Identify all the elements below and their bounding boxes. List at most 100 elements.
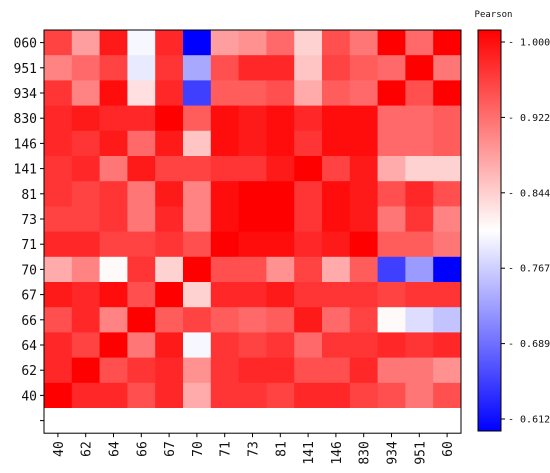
heatmap-cell	[127, 105, 156, 132]
heatmap-cell	[99, 30, 128, 56]
heatmap-cell	[99, 130, 128, 157]
heatmap-cell	[377, 30, 406, 56]
x-tick-label: 70	[191, 441, 206, 457]
heatmap-cell	[44, 307, 73, 333]
heatmap-cell	[266, 307, 295, 333]
heatmap-cell	[433, 80, 462, 106]
heatmap-cell	[210, 357, 239, 384]
heatmap-cell	[44, 332, 73, 358]
heatmap-cell	[377, 357, 406, 384]
x-tick-label: 67	[163, 441, 178, 457]
heatmap-cell	[155, 156, 184, 182]
heatmap-cell	[183, 332, 212, 358]
heatmap-cell	[127, 30, 156, 56]
heatmap-cell	[183, 80, 212, 106]
heatmap-cell	[405, 307, 434, 333]
heatmap-cell	[155, 307, 184, 333]
y-tick-label: 71	[21, 238, 37, 253]
heatmap-cell	[99, 307, 128, 333]
heatmap-cell	[99, 206, 128, 232]
heatmap-cell	[322, 80, 351, 106]
heatmap-cell	[183, 231, 212, 258]
colorbar-tick-label: - 1.000	[508, 38, 550, 49]
heatmap-cell	[127, 55, 156, 81]
heatmap-cell	[405, 282, 434, 308]
heatmap-cell	[99, 156, 128, 182]
heatmap-cell	[433, 206, 462, 232]
heatmap-cell	[322, 282, 351, 308]
heatmap-cell	[349, 206, 378, 232]
x-tick-label: 64	[108, 441, 123, 457]
heatmap-cell	[405, 206, 434, 232]
heatmap-cell	[322, 307, 351, 333]
heatmap-cell	[405, 332, 434, 358]
heatmap-cell	[71, 55, 100, 81]
heatmap-cell	[433, 231, 462, 258]
heatmap-cell	[433, 382, 462, 409]
heatmap-cell	[127, 206, 156, 232]
heatmap-cell	[266, 156, 295, 182]
heatmap-cell	[322, 181, 351, 207]
heatmap-cell	[155, 80, 184, 106]
x-tick-label: 81	[274, 441, 289, 457]
heatmap-cell	[433, 55, 462, 81]
heatmap-cell	[294, 357, 323, 384]
heatmap-cell	[405, 30, 434, 56]
heatmap-cell	[210, 206, 239, 232]
heatmap-cell	[377, 256, 406, 283]
heatmap-cell	[71, 231, 100, 258]
heatmap-cell	[127, 282, 156, 308]
colorbar-ticks: - 1.000 - 0.9224 - 0.8448 - 0.7672 - 0.6896 -…	[501, 38, 550, 426]
heatmap-cell	[294, 332, 323, 358]
heatmap-cell	[405, 55, 434, 81]
heatmap-cell	[349, 30, 378, 56]
heatmap-cell	[377, 307, 406, 333]
heatmap-cell	[322, 105, 351, 132]
heatmap-cell	[349, 231, 378, 258]
heatmap-cell	[127, 307, 156, 333]
heatmap-cell	[71, 382, 100, 409]
heatmap-cell	[155, 105, 184, 132]
x-tick-label: 934	[386, 441, 401, 465]
heatmap-cell	[238, 231, 267, 258]
heatmap-cell	[266, 382, 295, 409]
heatmap-cell	[44, 130, 73, 157]
heatmap-cell	[44, 408, 73, 434]
heatmap-cell	[99, 332, 128, 358]
heatmap-cell	[266, 256, 295, 283]
heatmap-cell	[433, 30, 462, 56]
heatmap-cell	[155, 130, 184, 157]
heatmap-cell	[322, 256, 351, 283]
heatmap-cell	[405, 105, 434, 132]
heatmap-cell	[71, 181, 100, 207]
heatmap-cell	[322, 382, 351, 409]
heatmap-cell	[99, 105, 128, 132]
heatmap-cell	[266, 80, 295, 106]
heatmap-cell	[266, 332, 295, 358]
heatmap-cell	[44, 30, 73, 56]
heatmap-cell	[155, 181, 184, 207]
heatmap-cell	[210, 30, 239, 56]
heatmap-cell	[322, 206, 351, 232]
heatmap-cell	[155, 282, 184, 308]
heatmap-cell	[155, 357, 184, 384]
heatmap-cell	[405, 382, 434, 409]
heatmap-cell	[266, 55, 295, 81]
heatmap-cell	[322, 30, 351, 56]
colorbar-tick-label: - 0.6896	[508, 339, 550, 350]
heatmap-cell	[183, 130, 212, 157]
heatmap-cell	[44, 80, 73, 106]
heatmap-cell	[322, 231, 351, 258]
heatmap-cell	[238, 181, 267, 207]
heatmap-cell	[433, 105, 462, 132]
heatmap-cell	[266, 408, 295, 434]
heatmap-cell	[238, 357, 267, 384]
y-tick-label: 70	[21, 263, 37, 278]
x-tick-label: 141	[302, 441, 317, 464]
heatmap-cell	[44, 382, 73, 409]
y-tick-label: 830	[14, 112, 37, 127]
y-tick-label: 67	[21, 289, 37, 304]
heatmap-cell	[127, 382, 156, 409]
heatmap-cell	[99, 382, 128, 409]
heatmap-cell	[294, 30, 323, 56]
